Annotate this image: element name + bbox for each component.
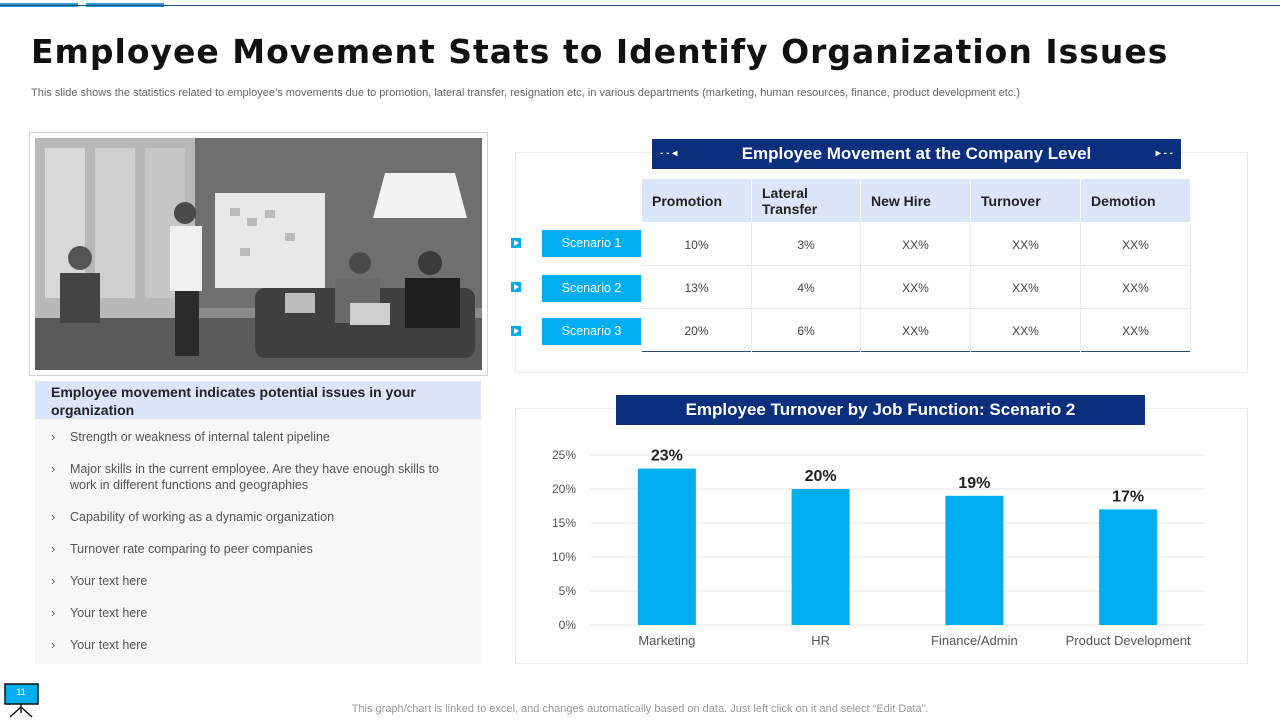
table-cell: XX% (1081, 223, 1191, 266)
play-arrow-icon (511, 326, 521, 336)
table-cell: 20% (642, 309, 752, 352)
x-tick-label: Product Development (1066, 633, 1191, 648)
data-label: 19% (958, 475, 990, 492)
movement-table-title: - - ◂ Employee Movement at the Company L… (652, 139, 1181, 169)
y-tick-label: 10% (552, 550, 576, 564)
issues-panel-heading: Employee movement indicates potential is… (35, 381, 481, 419)
turnover-bar-chart: 0% 5% 10% 15% 20% 25% 23% Marketing 20% HR 19% Fina… (552, 448, 1205, 648)
x-tick-label: Finance/Admin (931, 633, 1018, 648)
list-item: › Capability of working as a dynamic orga… (51, 510, 335, 524)
table-cell: XX% (971, 309, 1081, 352)
table-row: 20% 6% XX% XX% XX% (642, 309, 1191, 352)
chart-title: Employee Turnover by Job Function: Scena… (616, 395, 1145, 425)
y-tick-label: 5% (559, 584, 577, 598)
list-item: › Strength or weakness of internal talent… (51, 430, 330, 444)
table-cell: XX% (971, 266, 1081, 309)
table-cell: 13% (642, 266, 752, 309)
y-tick-label: 20% (552, 482, 576, 496)
issues-list: › Strength or weakness of internal talent… (35, 419, 481, 653)
column-header: Turnover (971, 179, 1081, 222)
list-item: › Major skills in the current employee. A… (51, 462, 439, 492)
chevron-right-icon: › (51, 574, 56, 588)
bar (945, 495, 1004, 625)
column-header: New Hire (861, 179, 971, 222)
bar (791, 489, 850, 625)
table-cell: XX% (1081, 309, 1191, 352)
chevron-right-icon: › (51, 430, 56, 444)
chevron-right-icon: › (51, 462, 56, 476)
column-header: Demotion (1081, 179, 1191, 222)
y-tick-label: 0% (559, 618, 577, 632)
row-label-scenario-1: Scenario 1 (542, 230, 641, 257)
movement-table-header: Promotion Lateral Transfer New Hire Turn… (642, 179, 1191, 222)
play-arrow-icon (511, 238, 521, 248)
table-cell: 4% (752, 266, 861, 309)
x-tick-label: Marketing (638, 633, 695, 648)
x-tick-label: HR (811, 633, 830, 648)
column-header: Promotion (642, 179, 752, 222)
meeting-photo-image (35, 138, 482, 370)
play-arrow-icon (511, 282, 521, 292)
data-label: 20% (805, 468, 837, 485)
issues-panel: Employee movement indicates potential is… (35, 381, 481, 664)
chevron-right-icon: › (51, 510, 56, 524)
table-cell: XX% (1081, 266, 1191, 309)
table-cell: XX% (861, 223, 971, 266)
bar (1099, 509, 1158, 625)
chevron-right-icon: › (51, 638, 56, 652)
arrow-left-decor-icon: - - ◂ (660, 148, 678, 159)
row-label-scenario-2: Scenario 2 (542, 275, 641, 302)
data-label: 23% (651, 448, 683, 465)
list-item: › Your text here (51, 606, 148, 620)
arrow-right-decor-icon: ▸ - - (1155, 148, 1173, 159)
column-header: Lateral Transfer (752, 179, 861, 222)
top-rule (0, 5, 1280, 6)
table-cell: XX% (971, 223, 1081, 266)
y-tick-label: 25% (552, 448, 576, 462)
y-tick-label: 15% (552, 516, 576, 530)
table-cell: XX% (861, 266, 971, 309)
table-row: 10% 3% XX% XX% XX% (642, 223, 1191, 266)
table-row: 13% 4% XX% XX% XX% (642, 266, 1191, 309)
bar (637, 468, 696, 625)
page-subtitle: This slide shows the statistics related … (31, 87, 1021, 99)
presentation-board-icon (4, 683, 39, 718)
meeting-photo (29, 132, 488, 376)
list-item: › Your text here (51, 574, 148, 588)
table-cell: 10% (642, 223, 752, 266)
chevron-right-icon: › (51, 606, 56, 620)
page-title: Employee Movement Stats to Identify Orga… (31, 32, 1169, 71)
table-cell: 6% (752, 309, 861, 352)
data-label: 17% (1112, 488, 1144, 505)
list-item: › Turnover rate comparing to peer compani… (51, 542, 313, 556)
list-item: › Your text here (51, 638, 148, 652)
row-label-scenario-3: Scenario 3 (542, 318, 641, 345)
chevron-right-icon: › (51, 542, 56, 556)
footer-note: This graph/chart is linked to excel, and… (351, 703, 929, 715)
slide-number: 11 (16, 687, 26, 697)
table-cell: XX% (861, 309, 971, 352)
table-cell: 3% (752, 223, 861, 266)
